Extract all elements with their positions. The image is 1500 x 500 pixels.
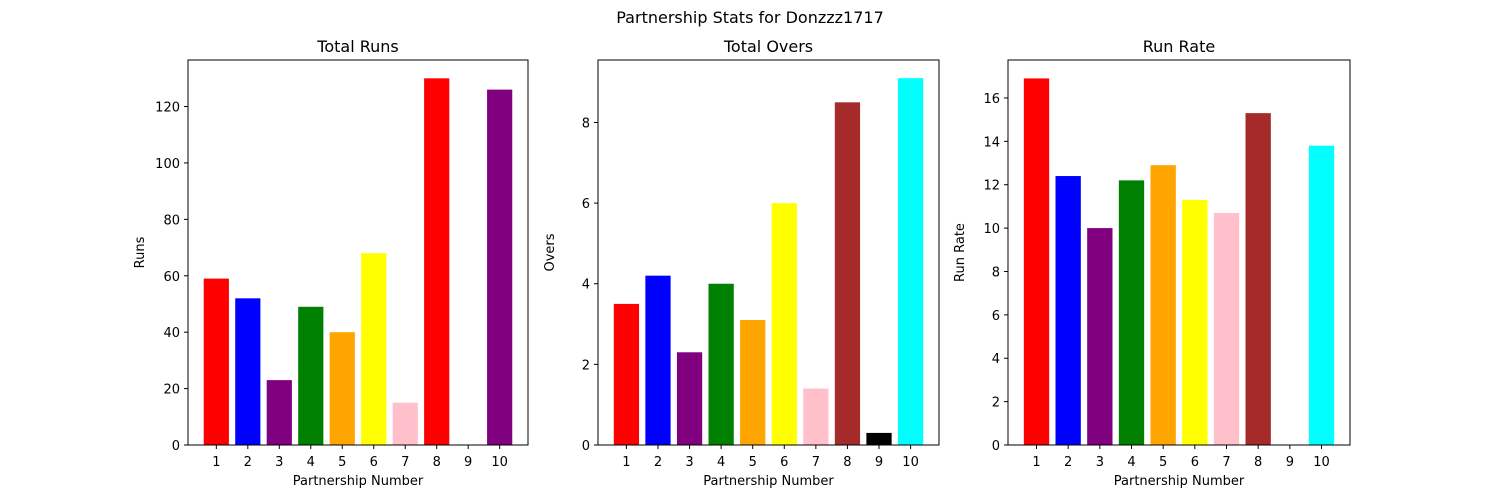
x-tick-label-overs-3: 3 [685, 455, 693, 470]
chart-panel-overs: 1 2 3 4 5 6 7 8 9 10 0 2 4 6 8 Total Overs Partnership N… [543, 37, 940, 489]
bar-rate-1 [1023, 78, 1050, 445]
x-tick-label-rate-10: 10 [1313, 455, 1330, 470]
x-tick-label-overs-10: 10 [902, 455, 919, 470]
x-tick-label-overs-8: 8 [843, 455, 851, 470]
y-tick-label-overs-2: 2 [582, 358, 590, 373]
y-axis-label-rate: Run Rate [953, 223, 968, 282]
panel-title-runs: Total Runs [316, 37, 398, 56]
panel-title-rate: Run Rate [1143, 37, 1215, 56]
x-tick-label-runs-7: 7 [401, 455, 409, 470]
bar-overs-9 [866, 432, 892, 445]
axes-frame-rate [1007, 59, 1351, 446]
y-axis-label-overs: Overs [543, 233, 558, 271]
x-tick-label-overs-4: 4 [717, 455, 725, 470]
x-tick-label-runs-2: 2 [244, 455, 252, 470]
y-tick-label-runs-80: 80 [163, 213, 180, 228]
y-tick-label-runs-40: 40 [163, 326, 180, 341]
bar-overs-5 [740, 320, 766, 445]
y-tick-label-runs-20: 20 [163, 383, 180, 398]
bar-runs-6 [361, 253, 387, 445]
bar-runs-5 [329, 332, 355, 445]
y-tick-label-rate-12: 12 [983, 179, 1000, 194]
x-tick-label-runs-1: 1 [212, 455, 220, 470]
y-tick-label-rate-4: 4 [992, 352, 1000, 367]
y-axis-label-runs: Runs [133, 236, 148, 268]
x-tick-label-overs-9: 9 [875, 455, 883, 470]
bar-runs-3 [266, 380, 292, 445]
bar-overs-4 [708, 283, 734, 445]
axes-frame-overs [597, 59, 940, 446]
y-tick-label-rate-6: 6 [992, 309, 1000, 324]
y-tick-label-rate-14: 14 [983, 135, 1000, 150]
x-tick-label-overs-1: 1 [622, 455, 630, 470]
y-tick-label-rate-16: 16 [983, 92, 1000, 107]
x-tick-label-runs-10: 10 [491, 455, 508, 470]
x-tick-label-runs-3: 3 [275, 455, 283, 470]
x-tick-label-rate-3: 3 [1096, 455, 1104, 470]
y-tick-label-runs-120: 120 [155, 101, 180, 116]
bar-overs-2 [645, 275, 671, 445]
bar-rate-2 [1055, 176, 1081, 446]
bar-runs-1 [203, 278, 229, 445]
bar-runs-8 [424, 78, 450, 445]
y-tick-label-runs-60: 60 [163, 270, 180, 285]
x-tick-label-runs-9: 9 [464, 455, 472, 470]
x-axis-label-rate: Partnership Number [1114, 474, 1245, 489]
bar-rate-3 [1087, 228, 1113, 445]
y-tick-label-overs-4: 4 [582, 278, 590, 293]
x-tick-label-rate-9: 9 [1286, 455, 1294, 470]
bar-overs-8 [834, 102, 861, 445]
x-tick-label-runs-8: 8 [433, 455, 441, 470]
x-tick-label-overs-7: 7 [812, 455, 820, 470]
x-axis-label-overs: Partnership Number [703, 474, 834, 489]
x-tick-label-rate-4: 4 [1127, 455, 1135, 470]
figure-suptitle: Partnership Stats for Donzzz1717 [616, 8, 884, 27]
y-tick-label-rate-8: 8 [992, 265, 1000, 280]
bar-runs-7 [392, 402, 418, 445]
x-tick-label-rate-5: 5 [1159, 455, 1167, 470]
y-tick-label-overs-0: 0 [582, 439, 590, 454]
bar-rate-4 [1118, 180, 1145, 445]
x-tick-label-runs-6: 6 [370, 455, 378, 470]
x-tick-label-rate-1: 1 [1032, 455, 1040, 470]
x-tick-label-overs-2: 2 [654, 455, 662, 470]
panel-title-overs: Total Overs [723, 37, 813, 56]
y-tick-label-rate-0: 0 [992, 439, 1000, 454]
y-tick-label-overs-8: 8 [582, 116, 590, 131]
bar-runs-10 [487, 89, 513, 446]
bar-overs-10 [897, 78, 924, 445]
y-tick-label-overs-6: 6 [582, 197, 590, 212]
bar-rate-8 [1245, 113, 1271, 445]
bar-rate-5 [1150, 165, 1176, 445]
x-tick-label-rate-6: 6 [1191, 455, 1199, 470]
x-tick-label-overs-6: 6 [780, 455, 788, 470]
bar-overs-1 [613, 303, 640, 445]
x-tick-label-rate-8: 8 [1254, 455, 1262, 470]
x-tick-label-overs-5: 5 [749, 455, 757, 470]
bar-overs-6 [771, 203, 797, 445]
bar-overs-7 [803, 388, 829, 445]
y-tick-label-rate-2: 2 [992, 396, 1000, 411]
bar-rate-10 [1308, 145, 1335, 445]
bar-overs-3 [676, 352, 703, 445]
y-tick-label-rate-10: 10 [983, 222, 1000, 237]
bar-runs-4 [298, 306, 324, 445]
x-tick-label-rate-2: 2 [1064, 455, 1072, 470]
y-tick-label-runs-0: 0 [172, 439, 180, 454]
y-tick-label-runs-100: 100 [155, 157, 180, 172]
x-tick-label-rate-7: 7 [1222, 455, 1230, 470]
axes-frame-runs [187, 59, 529, 446]
x-tick-label-runs-5: 5 [338, 455, 346, 470]
x-tick-label-runs-4: 4 [307, 455, 315, 470]
bar-runs-2 [235, 298, 261, 445]
bar-rate-6 [1182, 199, 1208, 445]
bar-rate-7 [1213, 212, 1240, 445]
x-axis-label-runs: Partnership Number [293, 474, 424, 489]
